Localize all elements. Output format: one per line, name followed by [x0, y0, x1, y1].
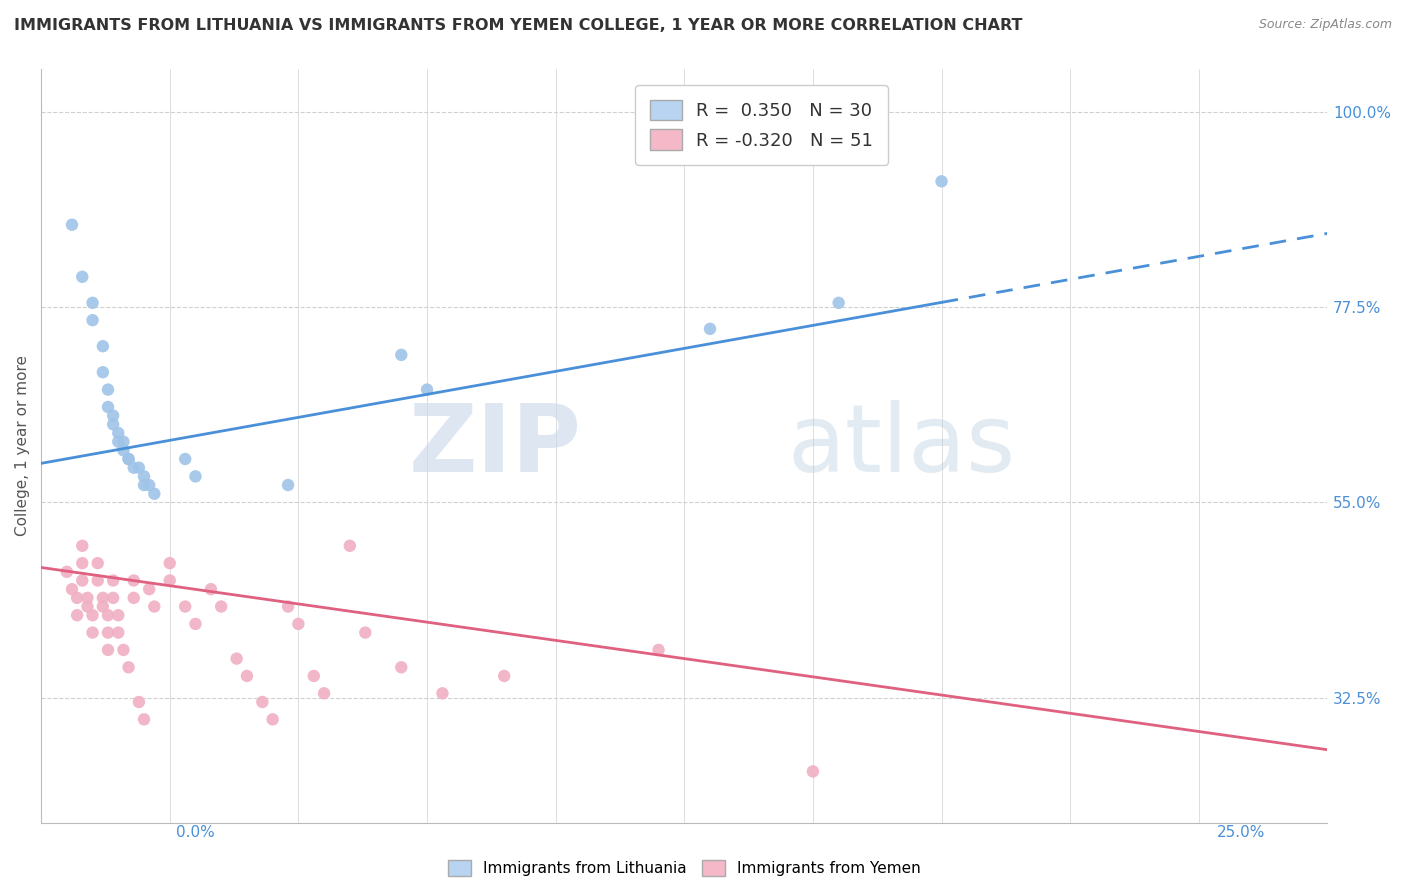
Point	[827, 295, 849, 310]
Point	[97, 383, 120, 397]
Point	[354, 625, 377, 640]
Point	[128, 460, 150, 475]
Text: atlas: atlas	[787, 400, 1015, 492]
Point	[76, 599, 98, 614]
Point	[143, 487, 166, 501]
Point	[416, 383, 439, 397]
Point	[97, 608, 120, 623]
Point	[107, 608, 129, 623]
Point	[112, 643, 135, 657]
Text: IMMIGRANTS FROM LITHUANIA VS IMMIGRANTS FROM YEMEN COLLEGE, 1 YEAR OR MORE CORRE: IMMIGRANTS FROM LITHUANIA VS IMMIGRANTS …	[14, 18, 1022, 33]
Point	[184, 616, 207, 631]
Point	[432, 686, 454, 700]
Point	[72, 574, 94, 588]
Point	[143, 599, 166, 614]
Point	[97, 643, 120, 657]
Point	[107, 425, 129, 440]
Point	[91, 591, 114, 605]
Point	[86, 556, 108, 570]
Point	[101, 591, 124, 605]
Point	[200, 582, 222, 597]
Point	[117, 452, 139, 467]
Point	[494, 669, 516, 683]
Point	[122, 460, 145, 475]
Point	[647, 643, 669, 657]
Point	[277, 599, 299, 614]
Point	[101, 574, 124, 588]
Point	[97, 400, 120, 414]
Point	[72, 539, 94, 553]
Point	[72, 556, 94, 570]
Point	[82, 295, 104, 310]
Point	[76, 591, 98, 605]
Point	[339, 539, 361, 553]
Point	[91, 599, 114, 614]
Point	[184, 469, 207, 483]
Point	[138, 478, 160, 492]
Point	[262, 712, 284, 726]
Point	[174, 452, 197, 467]
Text: 25.0%: 25.0%	[1218, 825, 1265, 840]
Point	[56, 565, 79, 579]
Point	[236, 669, 259, 683]
Point	[122, 591, 145, 605]
Point	[122, 574, 145, 588]
Point	[128, 695, 150, 709]
Point	[225, 651, 247, 665]
Point	[66, 591, 89, 605]
Point	[159, 556, 181, 570]
Point	[389, 660, 412, 674]
Point	[138, 582, 160, 597]
Point	[60, 582, 83, 597]
Point	[209, 599, 232, 614]
Point	[252, 695, 274, 709]
Point	[174, 599, 197, 614]
Point	[107, 434, 129, 449]
Point	[117, 660, 139, 674]
Point	[86, 574, 108, 588]
Point	[159, 574, 181, 588]
Point	[132, 469, 155, 483]
Point	[82, 625, 104, 640]
Text: ZIP: ZIP	[409, 400, 581, 492]
Point	[302, 669, 325, 683]
Point	[82, 608, 104, 623]
Point	[91, 339, 114, 353]
Point	[314, 686, 336, 700]
Text: Source: ZipAtlas.com: Source: ZipAtlas.com	[1258, 18, 1392, 31]
Point	[132, 712, 155, 726]
Legend: R =  0.350   N = 30, R = -0.320   N = 51: R = 0.350 N = 30, R = -0.320 N = 51	[636, 85, 887, 165]
Point	[277, 478, 299, 492]
Point	[91, 365, 114, 379]
Point	[101, 409, 124, 423]
Point	[112, 434, 135, 449]
Point	[389, 348, 412, 362]
Point	[97, 625, 120, 640]
Point	[287, 616, 309, 631]
Point	[60, 218, 83, 232]
Point	[107, 625, 129, 640]
Point	[82, 313, 104, 327]
Point	[699, 322, 721, 336]
Point	[931, 174, 953, 188]
Y-axis label: College, 1 year or more: College, 1 year or more	[15, 356, 30, 536]
Point	[117, 452, 139, 467]
Point	[112, 443, 135, 458]
Point	[801, 764, 824, 779]
Point	[72, 269, 94, 284]
Point	[66, 608, 89, 623]
Point	[132, 478, 155, 492]
Point	[101, 417, 124, 432]
Text: 0.0%: 0.0%	[176, 825, 215, 840]
